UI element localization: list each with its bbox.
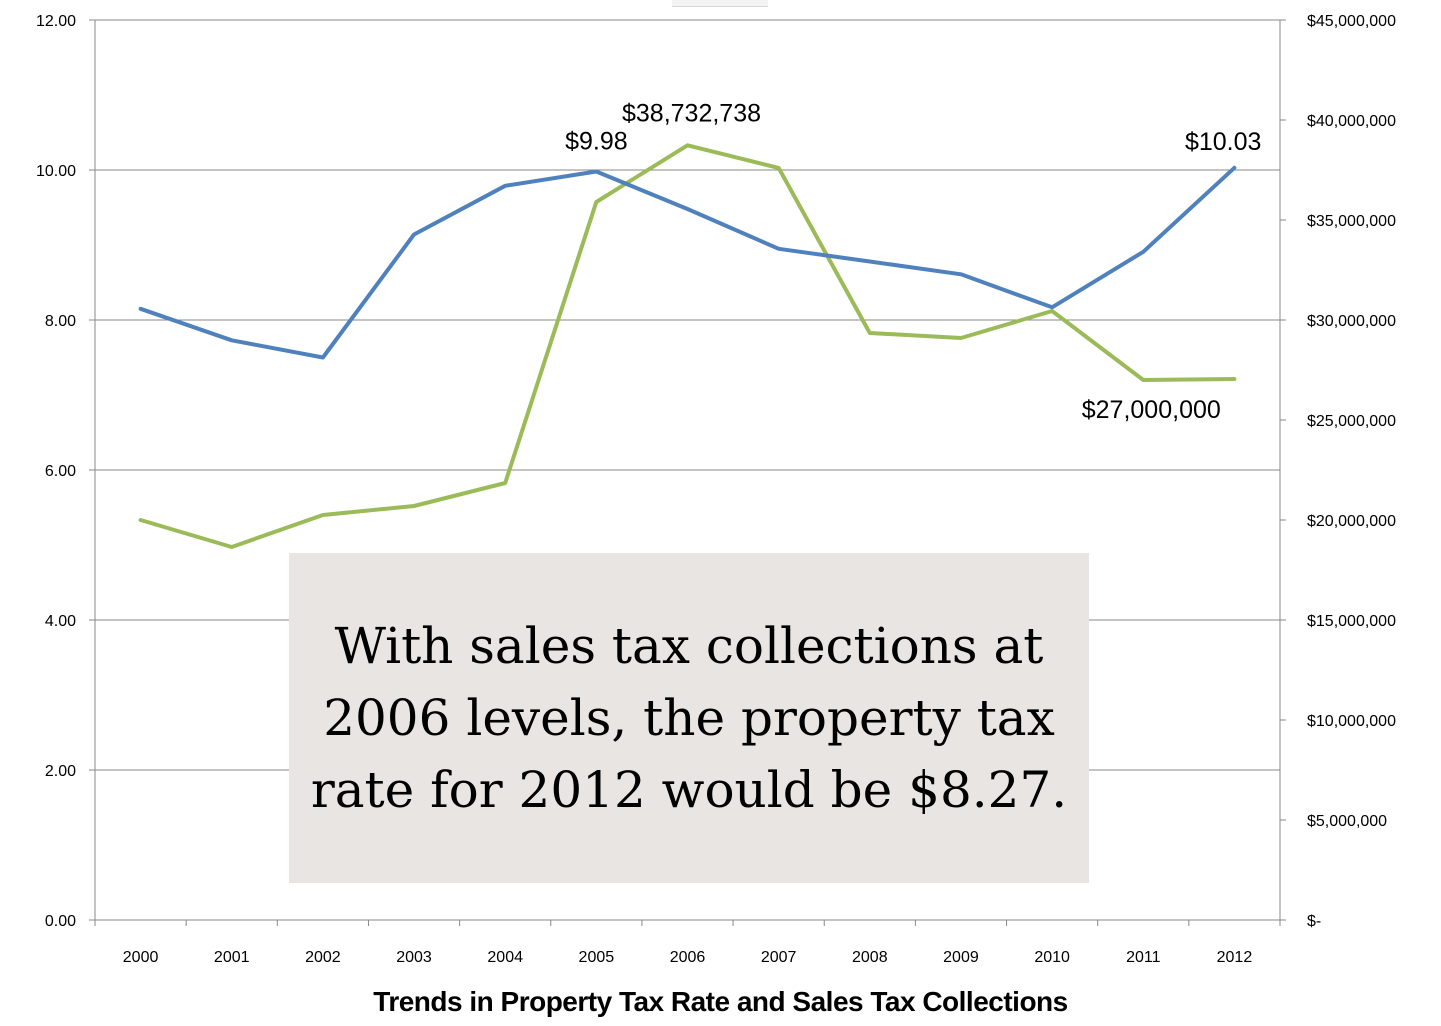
right-tick-label: $5,000,000 bbox=[1307, 813, 1387, 830]
chart-title: Trends in Property Tax Rate and Sales Ta… bbox=[373, 986, 1068, 1017]
x-tick-label: 2012 bbox=[1217, 949, 1253, 966]
right-tick-label: $10,000,000 bbox=[1307, 713, 1396, 730]
x-tick-label: 2003 bbox=[396, 949, 432, 966]
data-label: $27,000,000 bbox=[1082, 396, 1221, 424]
x-tick-label: 2011 bbox=[1126, 949, 1161, 966]
left-tick-label: 8.00 bbox=[45, 313, 76, 330]
x-tick-label: 2005 bbox=[579, 949, 615, 966]
x-tick-label: 2009 bbox=[943, 949, 979, 966]
right-tick-label: $35,000,000 bbox=[1307, 213, 1396, 230]
x-tick-label: 2010 bbox=[1034, 949, 1070, 966]
left-tick-label: 10.00 bbox=[36, 163, 76, 180]
sales-tax-collections-line bbox=[138, 143, 1237, 549]
x-tick-label: 2002 bbox=[305, 949, 341, 966]
header-ornament bbox=[672, 0, 768, 7]
left-tick-label: 6.00 bbox=[45, 463, 76, 480]
data-label: $38,732,738 bbox=[622, 99, 761, 127]
left-tick-label: 4.00 bbox=[45, 613, 76, 630]
data-label: $9.98 bbox=[565, 128, 628, 156]
right-tick-label: $- bbox=[1307, 913, 1321, 930]
x-tick-label: 2001 bbox=[214, 949, 250, 966]
right-tick-label: $20,000,000 bbox=[1307, 513, 1396, 530]
data-label: $10.03 bbox=[1185, 128, 1261, 156]
right-tick-label: $30,000,000 bbox=[1307, 313, 1396, 330]
left-tick-label: 12.00 bbox=[36, 13, 76, 30]
left-tick-label: 2.00 bbox=[45, 763, 76, 780]
callout-box: With sales tax collections at 2006 level… bbox=[289, 553, 1089, 883]
property-tax-rate-line bbox=[138, 165, 1237, 360]
x-tick-label: 2006 bbox=[670, 949, 706, 966]
callout-text: With sales tax collections at 2006 level… bbox=[310, 617, 1068, 819]
left-tick-label: 0.00 bbox=[45, 913, 76, 930]
right-tick-label: $25,000,000 bbox=[1307, 413, 1396, 430]
right-tick-label: $40,000,000 bbox=[1307, 113, 1396, 130]
x-tick-label: 2007 bbox=[761, 949, 797, 966]
x-tick-label: 2008 bbox=[852, 949, 888, 966]
right-tick-label: $15,000,000 bbox=[1307, 613, 1396, 630]
axes: 0.00 2.00 4.00 6.00 8.00 10.00 12.00 $- $5,000,0… bbox=[36, 13, 1396, 966]
data-labels: $9.98$38,732,738 $10.03 $27,000,000 bbox=[565, 99, 1261, 424]
x-tick-label: 2000 bbox=[123, 949, 159, 966]
x-tick-label: 2004 bbox=[487, 949, 523, 966]
series-lines bbox=[138, 143, 1237, 549]
right-tick-label: $45,000,000 bbox=[1307, 13, 1396, 30]
